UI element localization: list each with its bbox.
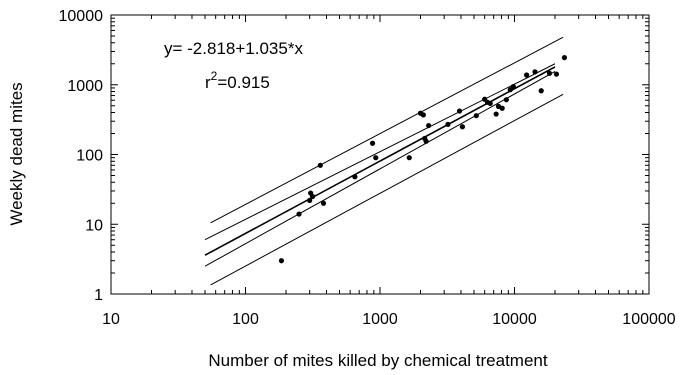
data-point (459, 124, 466, 130)
data-point (553, 71, 560, 77)
r-squared-label: r2=0.915 (205, 69, 270, 92)
data-point (317, 162, 323, 168)
x-axis-ticks: 10 100 1000 10000 100000 (102, 15, 676, 328)
data-point (426, 122, 432, 129)
x-axis-title: Number of mites killed by chemical treat… (208, 351, 547, 370)
data-point (523, 72, 530, 78)
r-squared-value: =0.915 (217, 73, 269, 92)
data-point (445, 121, 451, 128)
regression-equation: y= -2.818+1.035*x (164, 39, 303, 58)
y-tick-label: 100 (76, 148, 103, 165)
data-point (473, 113, 479, 119)
x-tick-label: 1000 (362, 311, 398, 328)
data-points (278, 55, 568, 264)
y-tick-label: 1 (94, 287, 103, 304)
data-point (456, 108, 463, 114)
x-tick-label: 100 (232, 311, 259, 328)
y-tick-label: 10 (85, 217, 103, 234)
data-point (373, 155, 379, 161)
y-tick-label: 10000 (59, 8, 104, 25)
data-point (307, 197, 313, 203)
data-point (309, 193, 316, 200)
r-squared-superscript: 2 (211, 69, 218, 83)
data-point (561, 55, 568, 61)
x-tick-label: 10 (102, 311, 120, 328)
y-axis-title: Weekly dead mites (7, 82, 26, 225)
data-point (423, 138, 429, 144)
data-point (406, 155, 412, 161)
y-tick-label: 1000 (67, 78, 103, 95)
data-point (487, 100, 493, 107)
confidence-band-lower (204, 71, 556, 267)
data-point (538, 88, 544, 94)
data-point (320, 200, 327, 206)
regression-line (204, 66, 556, 256)
y-axis-ticks: 1 10 100 1000 10000 (59, 8, 649, 304)
data-point (532, 69, 538, 75)
prediction-band-upper (210, 36, 564, 224)
x-tick-label: 10000 (492, 311, 537, 328)
regression-lines (204, 36, 564, 286)
data-point (369, 140, 376, 146)
data-point (420, 112, 426, 118)
data-point (352, 174, 358, 180)
data-point (296, 211, 302, 217)
prediction-band-lower (210, 93, 564, 286)
data-point (493, 111, 499, 117)
confidence-band-upper (204, 63, 556, 241)
data-point (503, 97, 509, 103)
data-point (546, 70, 553, 76)
data-point (499, 105, 505, 111)
r-squared-prefix: r (205, 73, 211, 92)
data-point (278, 258, 285, 264)
x-tick-label: 100000 (622, 311, 675, 328)
data-point (510, 84, 516, 90)
